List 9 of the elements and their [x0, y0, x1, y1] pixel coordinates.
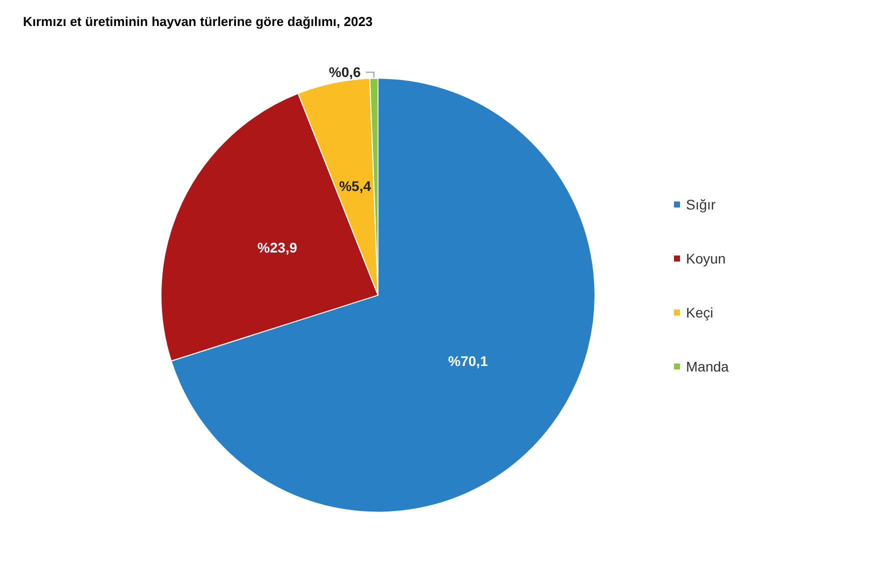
legend-label: Manda	[686, 358, 730, 374]
data-label: %23,9	[257, 239, 298, 256]
legend-label: Sığır	[686, 196, 716, 212]
data-label: %5,4	[339, 178, 372, 194]
legend-label: Keçi	[686, 304, 714, 320]
data-label: %0,6	[328, 64, 361, 80]
legend-label: Koyun	[686, 250, 726, 266]
chart-title: Kırmızı et üretiminin hayvan türlerine göre dağılımı, 2023	[23, 14, 373, 29]
data-label: %70,1	[448, 353, 488, 370]
